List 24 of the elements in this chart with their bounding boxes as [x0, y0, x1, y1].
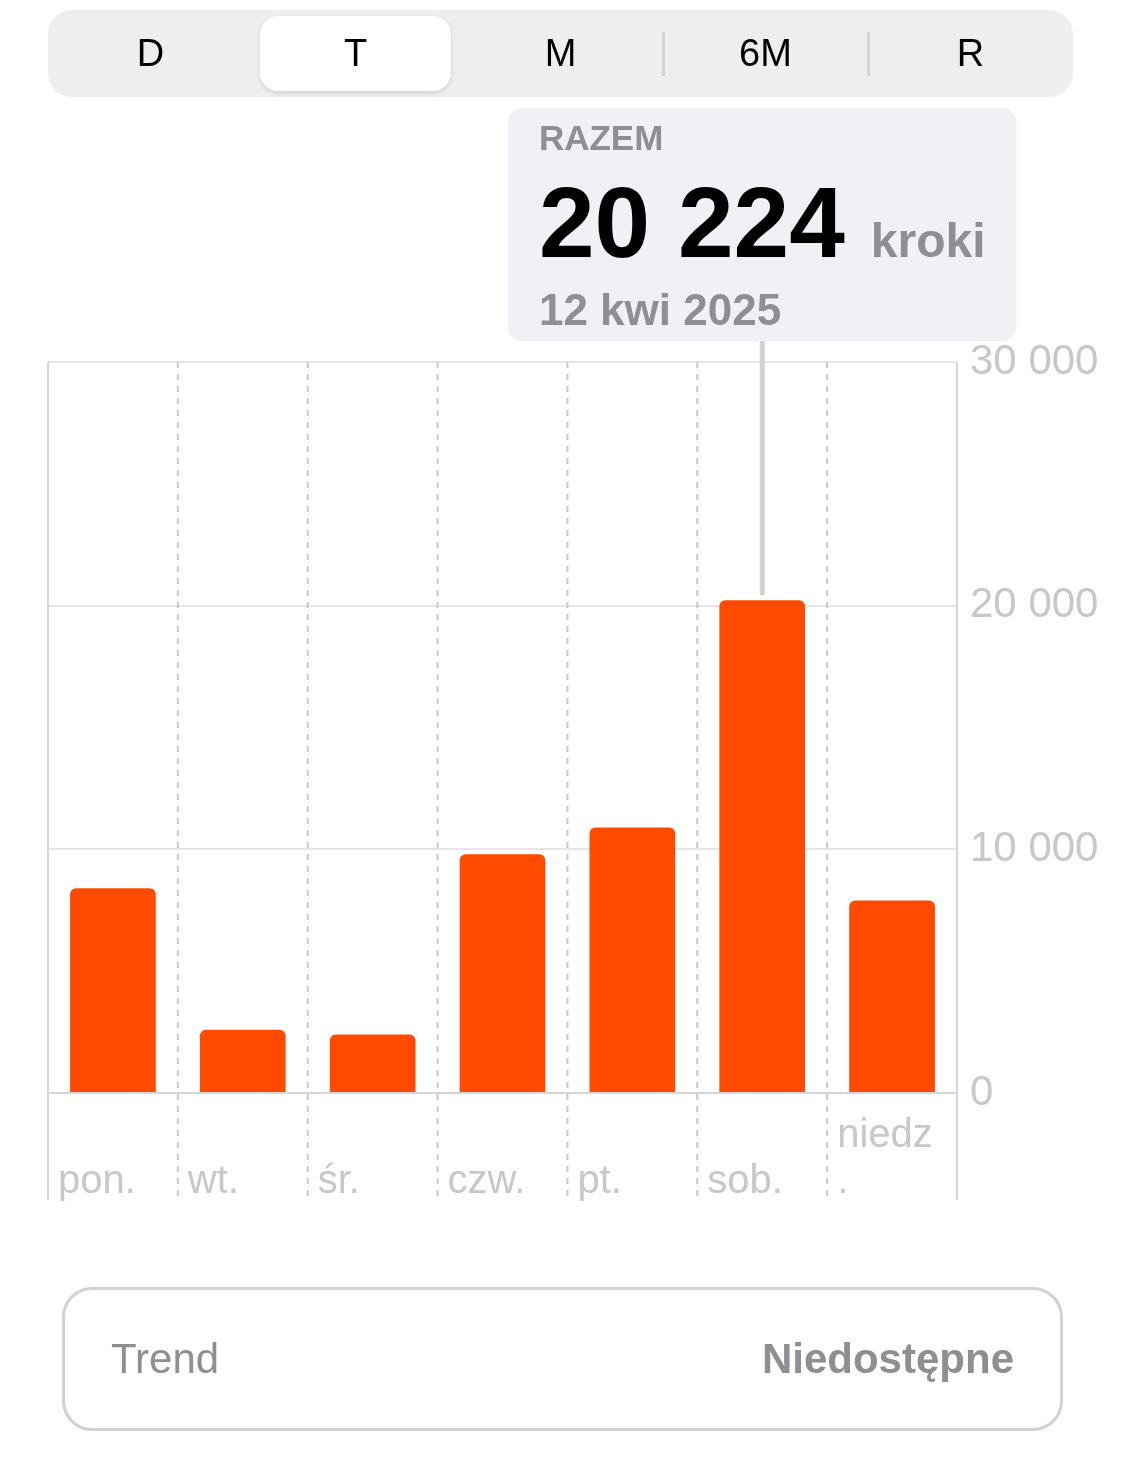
trend-card: Trend Niedostępne	[62, 1287, 1063, 1431]
bar	[849, 900, 935, 1092]
bar	[199, 1029, 286, 1092]
x-tick-label: czw.	[447, 1157, 526, 1201]
y-tick-label: 20 000	[970, 579, 1099, 627]
bar	[329, 1034, 416, 1092]
text: 20 224	[538, 166, 846, 278]
text: RAZEM	[538, 118, 664, 157]
x-tick-label: śr.	[317, 1157, 360, 1201]
segmented-control: D T M 6M R	[48, 10, 1073, 97]
x-tick-label: wt.	[186, 1157, 239, 1201]
x-tick-label: pt.	[577, 1157, 622, 1201]
text: kroki	[870, 214, 986, 267]
bar	[70, 888, 156, 1092]
x-tick-label: pon.	[58, 1157, 136, 1201]
text: 12 kwi 2025	[538, 285, 782, 334]
x-tick-label: niedz.	[837, 1111, 933, 1201]
y-tick-label: 30 000	[970, 335, 1099, 383]
bar	[459, 854, 546, 1092]
x-tick-label: sob.	[707, 1157, 783, 1201]
bar	[589, 827, 676, 1092]
y-tick-label: 10 000	[970, 822, 1099, 870]
y-tick-label: 0	[970, 1066, 994, 1114]
bar	[719, 600, 806, 1092]
